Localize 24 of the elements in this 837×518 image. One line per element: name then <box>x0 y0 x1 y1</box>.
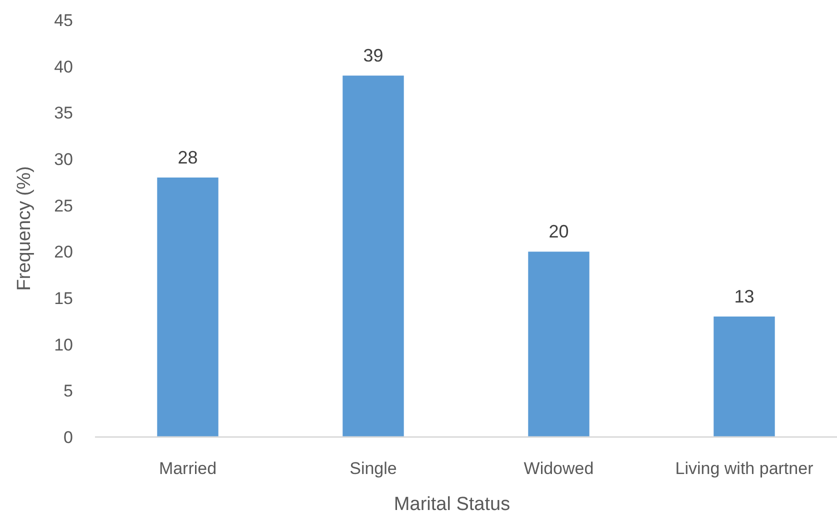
y-tick-label: 0 <box>64 428 73 447</box>
data-label: 28 <box>178 148 198 168</box>
x-axis-title: Marital Status <box>394 494 510 515</box>
data-label: 39 <box>363 46 384 66</box>
data-label: 13 <box>734 286 754 307</box>
bar <box>714 316 775 437</box>
y-tick-label: 10 <box>54 335 73 354</box>
y-tick-label: 30 <box>54 150 73 169</box>
y-tick-label: 45 <box>54 10 73 30</box>
x-tick-label: Living with partner <box>675 459 814 478</box>
y-tick-label: 5 <box>64 382 73 401</box>
y-tick-label: 25 <box>54 196 73 216</box>
y-tick-label: 35 <box>54 104 73 123</box>
y-tick-label: 40 <box>54 57 73 76</box>
y-axis-title: Frequency (%) <box>14 166 35 291</box>
y-tick-label: 15 <box>54 288 73 308</box>
y-tick-label: 20 <box>54 242 73 262</box>
x-tick-label: Single <box>350 459 397 478</box>
bar <box>528 252 590 437</box>
x-tick-label: Married <box>158 459 217 478</box>
x-tick-label: Widowed <box>524 459 594 478</box>
bar <box>157 178 218 437</box>
data-label: 20 <box>548 222 569 242</box>
bar <box>342 76 404 437</box>
